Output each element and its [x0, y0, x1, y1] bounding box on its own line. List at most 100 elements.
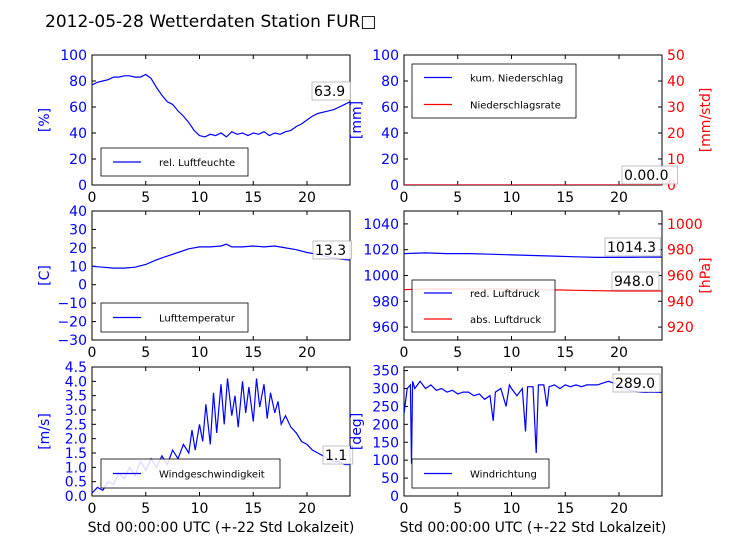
x-tick-label: 15: [244, 345, 262, 361]
x-tick-label: 0: [88, 345, 97, 361]
x-tick-label: 15: [556, 190, 574, 206]
x-tick-label: 0: [400, 345, 409, 361]
y-tick-label: 20: [69, 241, 87, 257]
value-annotation: 13.3: [315, 243, 346, 259]
chart-temperature: 0 5 10 15 20 −30 −20 −10 0 10 20 30 40 [C] Lufttempera…: [37, 204, 352, 361]
y2-tick-label: 10: [667, 152, 685, 168]
y-tick-label: 100: [372, 48, 399, 64]
y-tick-label: 960: [372, 320, 399, 336]
legend-label: Windrichtung: [470, 470, 537, 481]
y2-tick-label: 1000: [667, 217, 703, 233]
value-annotation: 1014.3: [607, 240, 656, 256]
x-tick-label: 0: [88, 190, 97, 206]
x-tick-label: 20: [610, 345, 628, 361]
y-tick-label: 40: [69, 126, 87, 142]
y-tick-label: 40: [69, 204, 87, 220]
y-tick-label: 3.0: [65, 403, 87, 419]
x-tick-label: 0: [400, 501, 409, 517]
x-tick-label: 5: [453, 501, 462, 517]
y-tick-label: 4.5: [65, 360, 87, 376]
y2-tick-label: 20: [667, 126, 685, 142]
y-tick-label: 2.5: [65, 417, 87, 433]
series-line: [404, 252, 662, 258]
y2-tick-label: 50: [667, 48, 685, 64]
legend-label: Windgeschwindigkeit: [159, 470, 265, 481]
y2-tick-label: 980: [667, 243, 694, 259]
y-axis-label: [mm]: [349, 101, 365, 139]
y-tick-label: −30: [57, 333, 87, 349]
y-tick-label: 350: [372, 364, 399, 380]
y2-tick-label: 960: [667, 269, 694, 285]
y-tick-label: 0: [390, 489, 399, 505]
y-tick-label: 1040: [363, 217, 399, 233]
x-tick-label: 20: [298, 345, 316, 361]
series-line: [404, 380, 662, 464]
y-tick-label: 0: [78, 178, 87, 194]
legend-label: Niederschlagsrate: [470, 101, 561, 112]
y2-axis-label: [hPa]: [698, 257, 714, 293]
value-annotation: 289.0: [615, 376, 655, 392]
y-tick-label: 2.0: [65, 432, 87, 448]
y-tick-label: 0: [78, 278, 87, 294]
y-tick-label: 0.5: [65, 475, 87, 491]
value-annotation: 948.0: [614, 274, 654, 290]
y2-axis-label: [mm/std]: [698, 88, 714, 153]
x-tick-label: 10: [191, 501, 209, 517]
x-tick-label: 0: [88, 501, 97, 517]
y-tick-label: 150: [372, 435, 399, 451]
y-tick-label: 60: [69, 100, 87, 116]
legend-label: abs. Luftdruck: [470, 315, 541, 326]
figure-title: 2012-05-28 Wetterdaten Station FUR□: [45, 12, 376, 32]
x-tick-label: 15: [556, 345, 574, 361]
x-tick-label: 10: [503, 190, 521, 206]
x-tick-label: 5: [453, 345, 462, 361]
x-tick-label: 15: [244, 501, 262, 517]
x-tick-label: 15: [244, 190, 262, 206]
y-tick-label: 1.5: [65, 446, 87, 462]
chart-windspeed: 0 5 10 15 20 0.00.51.01.52.02.53.03.54.04.5 [m…: [37, 360, 354, 536]
legend-box: [411, 63, 577, 119]
value-annotation: 0.00.0: [624, 168, 669, 184]
series-line: [92, 73, 350, 138]
x-tick-label: 20: [298, 190, 316, 206]
value-annotation-box: [312, 240, 352, 260]
x-tick-label: 5: [453, 190, 462, 206]
y-tick-label: 80: [69, 74, 87, 90]
y2-tick-label: 40: [667, 74, 685, 90]
y2-tick-label: 30: [667, 100, 685, 116]
y-tick-label: 300: [372, 382, 399, 398]
y-axis-label: [%]: [37, 108, 53, 132]
chart-precip: 0 5 10 15 20 0 20 40 60 80 100 0 10 20 30 40 50 [mm] [mm/s…: [349, 48, 714, 206]
legend-label: rel. Luftfeuchte: [159, 158, 235, 169]
y-axis-label: [C]: [37, 265, 53, 286]
y-tick-label: 60: [381, 100, 399, 116]
y-tick-label: 1020: [363, 243, 399, 259]
y-axis-label: [m/s]: [37, 413, 53, 450]
value-annotation-box: [311, 81, 351, 101]
x-tick-label: 0: [400, 190, 409, 206]
y-tick-label: 20: [69, 152, 87, 168]
x-tick-label: 10: [191, 190, 209, 206]
y2-tick-label: 920: [667, 320, 694, 336]
y-tick-label: 80: [381, 74, 399, 90]
x-axis-label: Std 00:00:00 UTC (+-22 Std Lokalzeit): [400, 520, 667, 536]
y-tick-label: 20: [381, 152, 399, 168]
value-annotation-box: [611, 271, 660, 291]
legend-label: Lufttemperatur: [159, 314, 236, 325]
y-tick-label: −10: [57, 296, 87, 312]
x-tick-label: 10: [503, 345, 521, 361]
value-annotation-box: [322, 445, 354, 465]
y-tick-label: 100: [60, 48, 87, 64]
x-axis-label: Std 00:00:00 UTC (+-22 Std Lokalzeit): [88, 520, 355, 536]
y2-tick-label: 0: [667, 178, 676, 194]
y-tick-label: 200: [372, 417, 399, 433]
x-tick-label: 20: [298, 501, 316, 517]
x-tick-label: 5: [141, 345, 150, 361]
y-tick-label: 40: [381, 126, 399, 142]
y-tick-label: 4.0: [65, 374, 87, 390]
y-tick-label: 1000: [363, 269, 399, 285]
y-tick-label: 0: [390, 178, 399, 194]
chart-humidity: 0 5 10 15 20 0 20 40 60 80 100 [%] rel. Luftfeuchte 6…: [37, 48, 351, 206]
